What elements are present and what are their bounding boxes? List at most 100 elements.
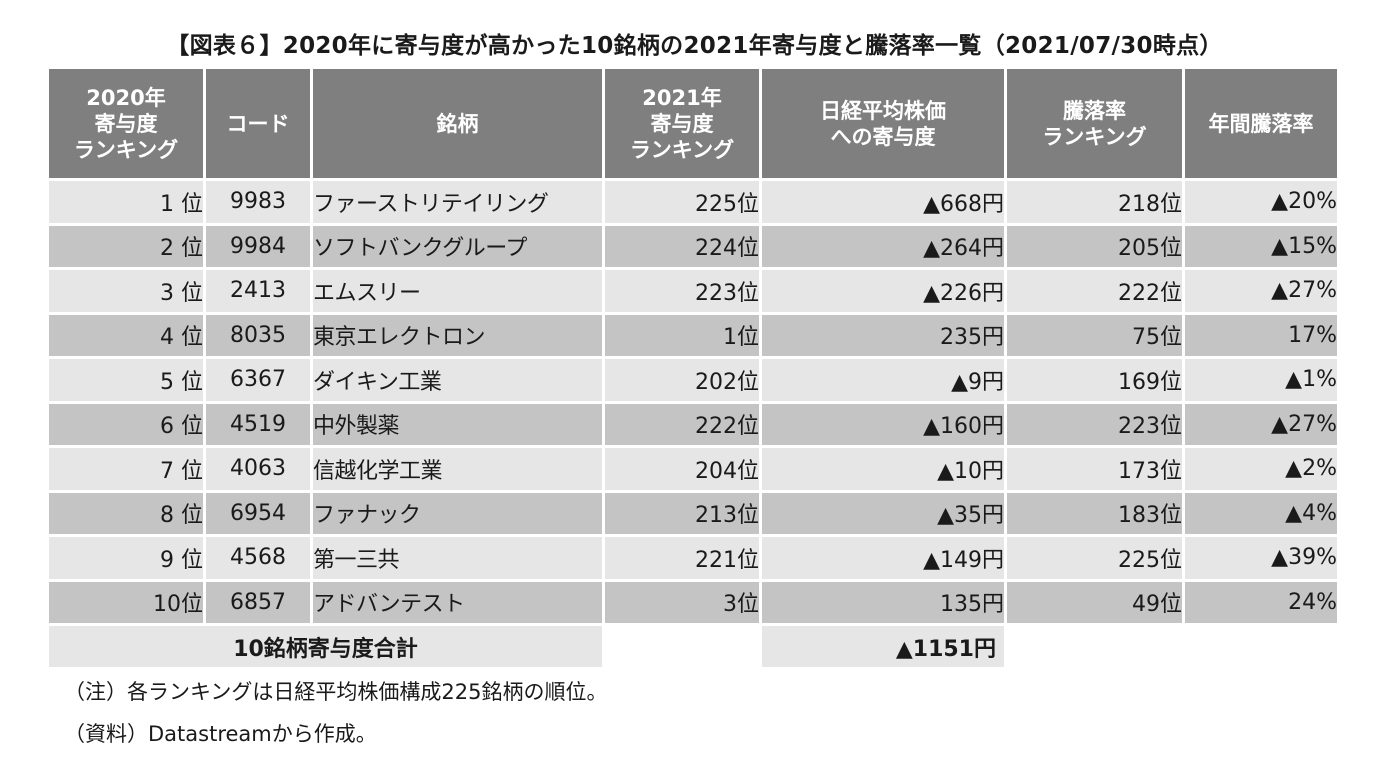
contribution-cell: ▲160円 xyxy=(759,400,1007,448)
total-label: 10銘柄寄与度合計 xyxy=(46,623,605,670)
header-row: 2020年 寄与度 ランキング コード 銘柄 2021年 寄与度 ランキング 日経平均株… xyxy=(46,66,1340,181)
stock-name-cell: ダイキン工業 xyxy=(310,356,605,404)
rank-2020-cell: 1 位 xyxy=(46,178,206,226)
rank-2021-cell: 213位 xyxy=(602,489,762,537)
rank-2021-cell: 223位 xyxy=(602,267,762,315)
table-row: 1 位 9983 ファーストリテイリング 225位 ▲668円 218位 ▲20% xyxy=(46,178,1340,226)
rank-2020-cell: 7 位 xyxy=(46,445,206,493)
annual-change-cell: ▲15% xyxy=(1182,222,1340,270)
contribution-cell: ▲264円 xyxy=(759,222,1007,270)
code-cell: 4519 xyxy=(203,400,313,448)
header-change-rank: 騰落率 ランキング xyxy=(1004,66,1185,181)
code-cell: 4063 xyxy=(203,445,313,493)
rank-2021-cell: 222位 xyxy=(602,400,762,448)
stock-name-cell: ファナック xyxy=(310,489,605,537)
rank-2020-cell: 9 位 xyxy=(46,534,206,582)
change-rank-cell: 225位 xyxy=(1004,534,1185,582)
contribution-cell: 235円 xyxy=(759,311,1007,359)
contribution-cell: ▲35円 xyxy=(759,489,1007,537)
rank-2021-cell: 3位 xyxy=(602,578,762,626)
contribution-cell: ▲226円 xyxy=(759,267,1007,315)
stock-name-cell: ソフトバンクグループ xyxy=(310,222,605,270)
annual-change-cell: ▲2% xyxy=(1182,445,1340,493)
code-cell: 2413 xyxy=(203,267,313,315)
footnote: （注）各ランキングは日経平均株価構成225銘柄の順位。 xyxy=(64,680,608,704)
rank-2021-cell: 221位 xyxy=(602,534,762,582)
annual-change-cell: 24% xyxy=(1182,578,1340,626)
change-rank-cell: 173位 xyxy=(1004,445,1185,493)
rank-2021-cell: 224位 xyxy=(602,222,762,270)
ranking-table: 2020年 寄与度 ランキング コード 銘柄 2021年 寄与度 ランキング 日経平均株… xyxy=(46,66,1340,670)
annual-change-cell: ▲4% xyxy=(1182,489,1340,537)
rank-2020-cell: 10位 xyxy=(46,578,206,626)
page-title: 【図表６】2020年に寄与度が高かった10銘柄の2021年寄与度と騰落率一覧（2… xyxy=(166,33,1223,59)
contribution-cell: ▲149円 xyxy=(759,534,1007,582)
change-rank-cell: 205位 xyxy=(1004,222,1185,270)
rank-2020-cell: 4 位 xyxy=(46,311,206,359)
table-body: 1 位 9983 ファーストリテイリング 225位 ▲668円 218位 ▲20% 2 位 99… xyxy=(46,178,1340,670)
annual-change-cell: ▲39% xyxy=(1182,534,1340,582)
table-row: 8 位 6954 ファナック 213位 ▲35円 183位 ▲4% xyxy=(46,489,1340,537)
stock-name-cell: 第一三共 xyxy=(310,534,605,582)
header-2020-rank: 2020年 寄与度 ランキング xyxy=(46,66,206,181)
rank-2021-cell: 202位 xyxy=(602,356,762,404)
contribution-cell: ▲9円 xyxy=(759,356,1007,404)
annual-change-cell: 17% xyxy=(1182,311,1340,359)
annual-change-cell: ▲1% xyxy=(1182,356,1340,404)
table-row: 9 位 4568 第一三共 221位 ▲149円 225位 ▲39% xyxy=(46,534,1340,582)
annual-change-cell: ▲27% xyxy=(1182,400,1340,448)
table-header: 2020年 寄与度 ランキング コード 銘柄 2021年 寄与度 ランキング 日経平均株… xyxy=(46,66,1340,181)
rank-2020-cell: 8 位 xyxy=(46,489,206,537)
table-row: 4 位 8035 東京エレクトロン 1位 235円 75位 17% xyxy=(46,311,1340,359)
rank-2021-cell: 225位 xyxy=(602,178,762,226)
header-2021-rank: 2021年 寄与度 ランキング xyxy=(602,66,762,181)
rank-2020-cell: 3 位 xyxy=(46,267,206,315)
table-row: 2 位 9984 ソフトバンクグループ 224位 ▲264円 205位 ▲15% xyxy=(46,222,1340,270)
stock-name-cell: 東京エレクトロン xyxy=(310,311,605,359)
code-cell: 9984 xyxy=(203,222,313,270)
header-stock-name: 銘柄 xyxy=(310,66,605,181)
table-row: 7 位 4063 信越化学工業 204位 ▲10円 173位 ▲2% xyxy=(46,445,1340,493)
change-rank-cell: 218位 xyxy=(1004,178,1185,226)
rank-2020-cell: 6 位 xyxy=(46,400,206,448)
header-nikkei-contribution: 日経平均株価 への寄与度 xyxy=(759,66,1007,181)
annual-change-cell: ▲27% xyxy=(1182,267,1340,315)
source-note: （資料）Datastreamから作成。 xyxy=(64,722,377,746)
stock-name-cell: 信越化学工業 xyxy=(310,445,605,493)
code-cell: 4568 xyxy=(203,534,313,582)
change-rank-cell: 75位 xyxy=(1004,311,1185,359)
change-rank-cell: 183位 xyxy=(1004,489,1185,537)
total-blank-cell xyxy=(602,623,762,670)
change-rank-cell: 223位 xyxy=(1004,400,1185,448)
rank-2021-cell: 204位 xyxy=(602,445,762,493)
stock-name-cell: エムスリー xyxy=(310,267,605,315)
change-rank-cell: 49位 xyxy=(1004,578,1185,626)
code-cell: 8035 xyxy=(203,311,313,359)
total-blank-cell xyxy=(1004,623,1185,670)
contribution-cell: ▲10円 xyxy=(759,445,1007,493)
total-row: 10銘柄寄与度合計 ▲1151円 xyxy=(46,623,1340,670)
header-code: コード xyxy=(203,66,313,181)
stock-name-cell: アドバンテスト xyxy=(310,578,605,626)
change-rank-cell: 169位 xyxy=(1004,356,1185,404)
code-cell: 6367 xyxy=(203,356,313,404)
header-annual-change: 年間騰落率 xyxy=(1182,66,1340,181)
stock-name-cell: ファーストリテイリング xyxy=(310,178,605,226)
total-blank-cell xyxy=(1182,623,1340,670)
code-cell: 6954 xyxy=(203,489,313,537)
contribution-cell: 135円 xyxy=(759,578,1007,626)
total-value: ▲1151円 xyxy=(759,623,1007,670)
rank-2020-cell: 5 位 xyxy=(46,356,206,404)
rank-2020-cell: 2 位 xyxy=(46,222,206,270)
table-row: 5 位 6367 ダイキン工業 202位 ▲9円 169位 ▲1% xyxy=(46,356,1340,404)
code-cell: 6857 xyxy=(203,578,313,626)
change-rank-cell: 222位 xyxy=(1004,267,1185,315)
code-cell: 9983 xyxy=(203,178,313,226)
stock-name-cell: 中外製薬 xyxy=(310,400,605,448)
table-row: 10位 6857 アドバンテスト 3位 135円 49位 24% xyxy=(46,578,1340,626)
table-row: 3 位 2413 エムスリー 223位 ▲226円 222位 ▲27% xyxy=(46,267,1340,315)
contribution-cell: ▲668円 xyxy=(759,178,1007,226)
rank-2021-cell: 1位 xyxy=(602,311,762,359)
annual-change-cell: ▲20% xyxy=(1182,178,1340,226)
table-row: 6 位 4519 中外製薬 222位 ▲160円 223位 ▲27% xyxy=(46,400,1340,448)
